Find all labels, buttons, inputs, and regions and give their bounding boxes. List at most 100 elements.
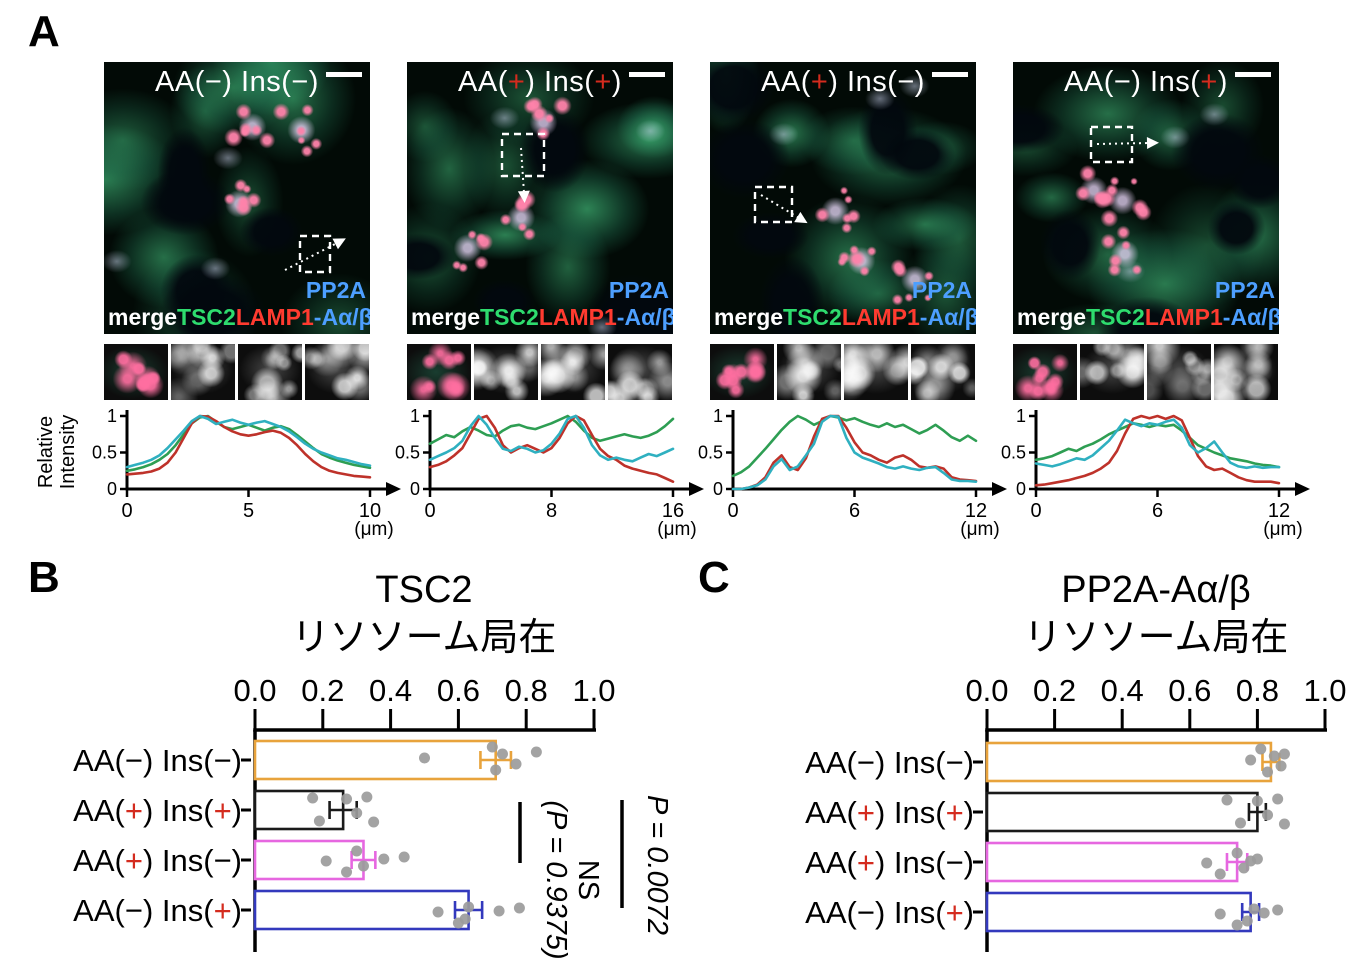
inset-tile-merge [710,344,774,400]
data-point [1262,809,1274,821]
inset-strip [1013,344,1279,400]
inset-tile-tsc2 [1080,344,1144,400]
profile-y-tick-label: 1 [713,406,723,426]
micrograph-merge-image-4: AA(−) Ins(+) PP2A merge TSC2 LAMP1 -Aα/β [1013,62,1279,334]
data-point [1214,868,1226,880]
x-tick-label: 1.0 [1303,673,1346,708]
micrograph-title-sign: + [507,66,526,98]
x-tick-label: 0.0 [965,673,1008,708]
profile-x-tick-label: 10 [359,500,381,522]
chart-title-line2: リソソーム局在 [1024,617,1289,659]
micrograph-column-1: AA(−) Ins(−) PP2A merge TSC2 LAMP1 -Aα/β 1 0.5 0… [35,62,401,548]
roi-overlay [1089,125,1159,164]
panel-c-label: C [698,553,730,602]
roi-overlay [753,185,808,224]
profile-series-LAMP1 [125,414,372,479]
data-point [459,913,471,925]
channel-labels-row: merge TSC2 LAMP1 -Aα/β [714,304,976,331]
data-point [1278,748,1290,760]
profile-unit-label: (μm) [354,519,393,540]
data-point [496,748,508,760]
condition-label: AA(+) Ins(−) [805,845,974,880]
micrograph-title-text: − [1113,66,1132,98]
data-point [1245,754,1257,766]
channel-label-pp2a-line1: PP2A [1214,277,1275,303]
micrograph-title-text: − [291,66,309,98]
channel-labels-row: merge TSC2 LAMP1 -Aα/β [108,304,370,331]
significance-label-p: P = 0.0072 [641,795,673,935]
profile-y-tick-label: 0 [1016,479,1026,499]
profile-y-tick-label: 0.5 [1001,443,1026,463]
chart-title-line2: リソソーム局在 [292,617,557,659]
channel-label-merge: merge [714,304,784,330]
chart-title-line1: PP2A-Aα/β [1061,569,1251,611]
inset-tile-tsc2 [171,344,235,400]
roi-box [753,185,794,224]
scale-bar [326,72,362,77]
inset-tile-lamp1 [541,344,605,400]
x-tick-label: 0.0 [233,673,276,708]
profile-x-axis-arrow [386,482,401,496]
bar-chart-c: PP2A-Aα/β リソソーム局在 0.0 0.2 0.4 0.6 0.8 1.0 AA(−) … [805,569,1347,952]
roi-box [298,234,332,274]
bar [985,841,1239,883]
profile-unit-label: (μm) [1263,519,1302,540]
channel-label-pp2a-line2: -Aα/β [313,304,370,330]
scale-bar [932,72,968,77]
micrograph-title: AA(−) Ins(−) [104,66,370,99]
data-point [341,793,353,805]
x-tick-label: 0.6 [1168,673,1211,708]
micrograph-title-text: ) Ins( [525,66,595,98]
inset-tile-tsc2 [474,344,538,400]
data-point [1255,743,1267,755]
micrograph-title: AA(+) Ins(+) [407,66,673,99]
channel-label-merge: merge [108,304,178,330]
inset-tile-pp2a [1214,344,1278,400]
data-point [398,851,410,863]
profile-series-PP2A-Aα/β [1034,418,1281,470]
micrograph-title-text: ) Ins( [1131,66,1201,98]
profile-y-tick-label: 0.5 [698,443,723,463]
x-tick-label: 0.2 [301,673,344,708]
significance-label-ns-p: (P = 0.9375) [540,800,572,959]
data-point [313,815,325,827]
data-point [1262,766,1274,778]
roi-arrow-line [1096,142,1150,145]
profile-x-tick-label: 0 [424,500,435,522]
inset-tile-pp2a [911,344,975,400]
profile-unit-label: (μm) [960,519,999,540]
panel-b-label: B [28,553,60,602]
channel-labels-row: merge TSC2 LAMP1 -Aα/β [1017,304,1279,331]
condition-label: AA(−) Ins(−) [73,743,242,778]
condition-label: AA(+) Ins(+) [73,793,242,828]
inset-strip [407,344,673,400]
x-tick-label: 1.0 [572,673,615,708]
scale-bar [1235,72,1271,77]
inset-strip [104,344,370,400]
data-point [320,855,332,867]
data-point [1272,793,1284,805]
inset-tile-pp2a [305,344,369,400]
profile-plot-3: 1 0.5 00 6 12(μm) [698,406,1007,540]
data-point [510,758,522,770]
micrograph-title-text: − [204,66,223,98]
x-tick-label: 0.2 [1033,673,1076,708]
data-point [486,741,498,753]
profile-series-LAMP1 [428,414,675,483]
profile-ylabel-line1: Relative [35,415,57,489]
panel-a-label: A [28,7,60,56]
data-point [1221,794,1233,806]
data-point [1201,857,1213,869]
channel-label-merge: merge [411,304,481,330]
roi-arrow-head [1146,137,1159,150]
data-point [341,866,353,878]
data-point [513,902,525,914]
channel-label-merge: merge [1017,304,1087,330]
channel-label-lamp1: LAMP1 [841,304,920,330]
data-point [1278,818,1290,830]
roi-arrow-head [794,211,808,224]
roi-arrow-line [284,242,338,271]
roi-arrow-head [332,238,346,250]
micrograph-title-text: ) [1217,66,1228,98]
channel-label-tsc2: TSC2 [783,304,842,330]
